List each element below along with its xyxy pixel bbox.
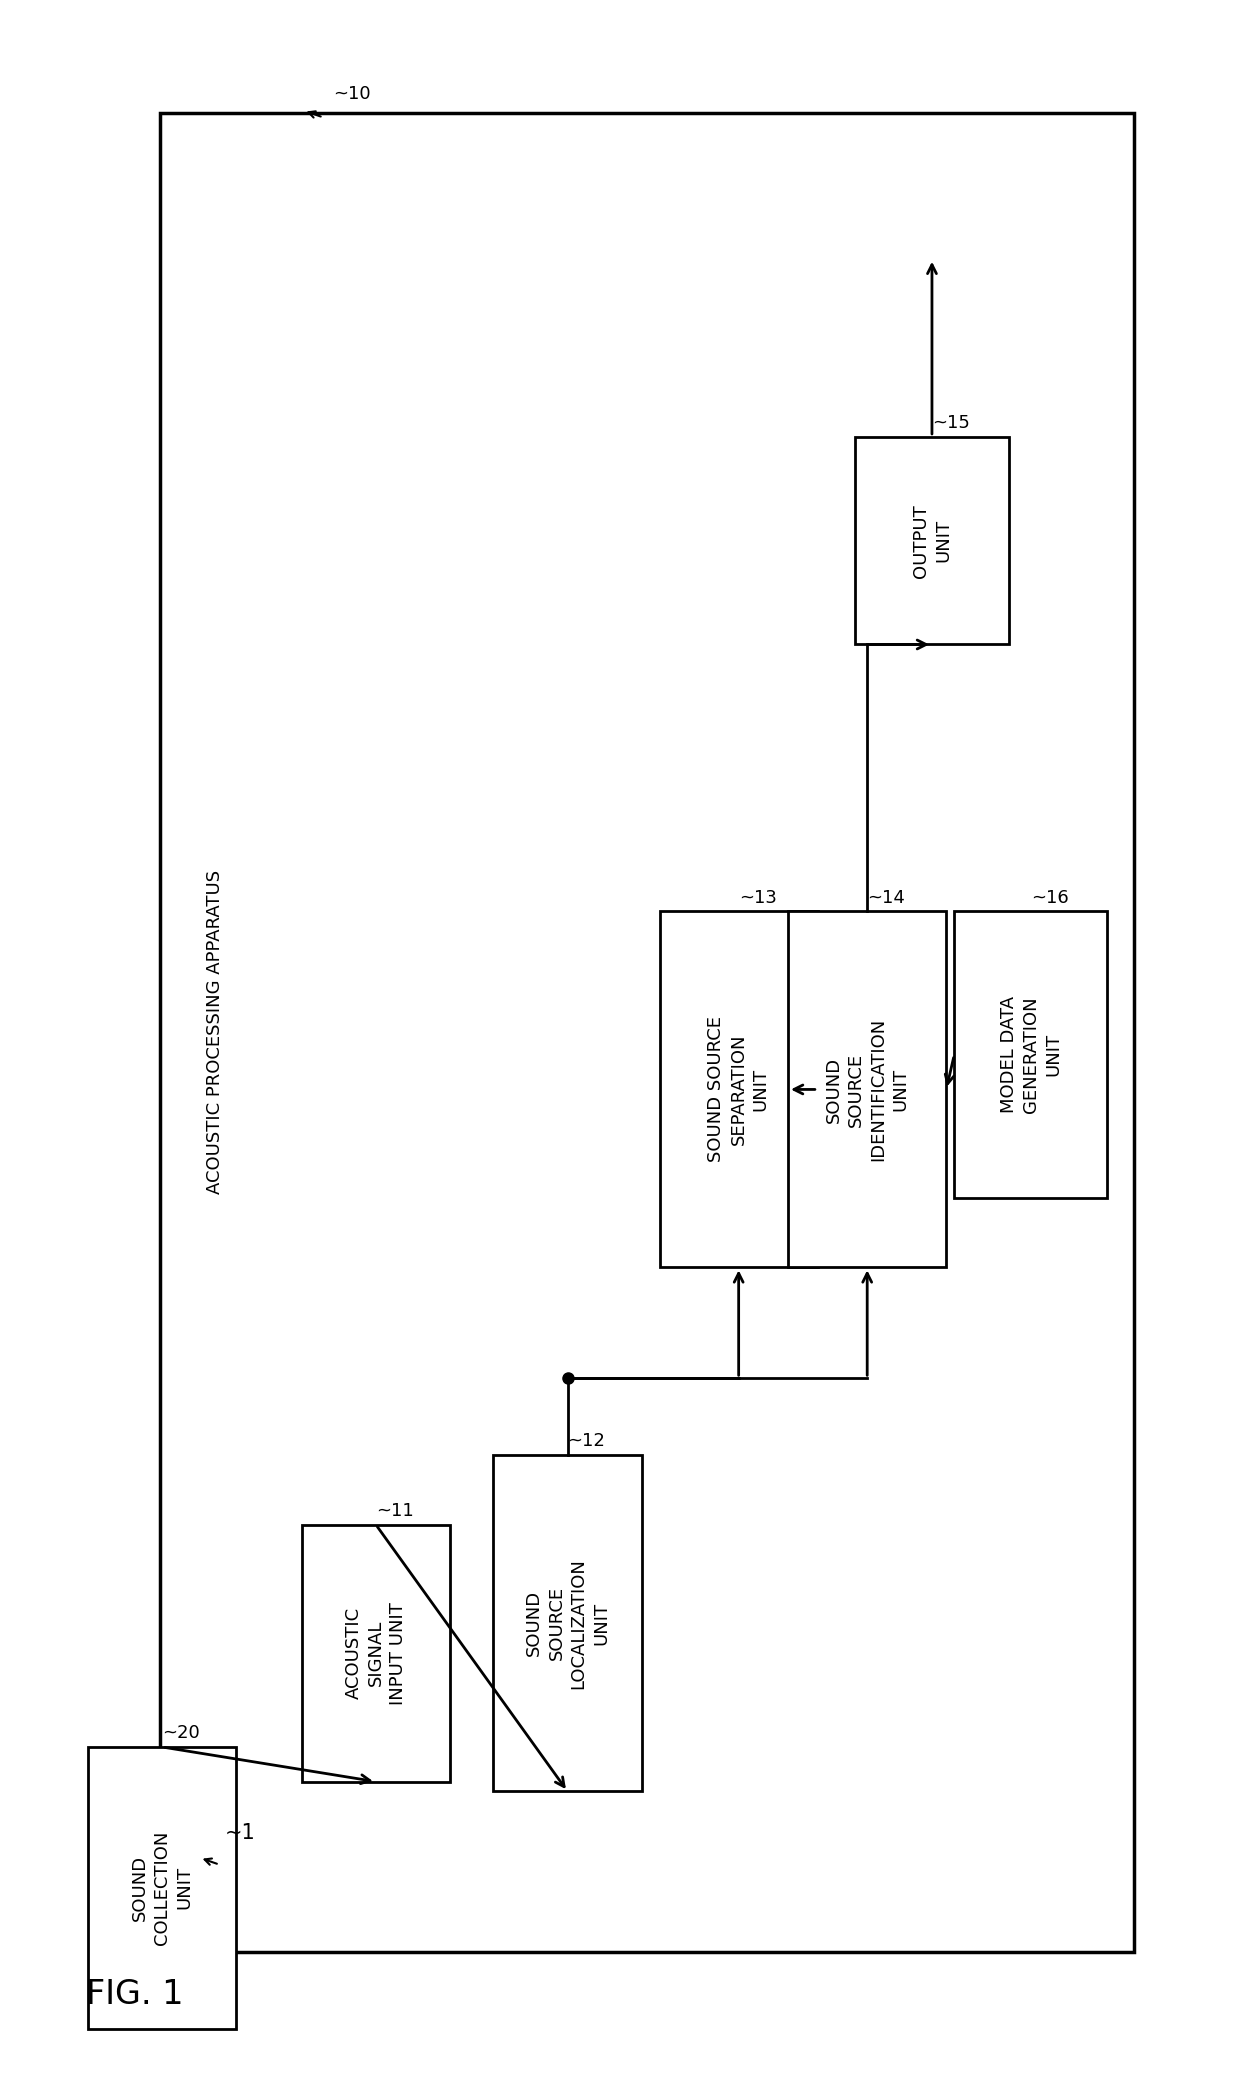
Bar — [494, 1455, 642, 1791]
Bar — [955, 912, 1107, 1199]
Text: OUTPUT
UNIT: OUTPUT UNIT — [911, 504, 952, 577]
Bar — [160, 112, 1135, 1951]
Text: FIG. 1: FIG. 1 — [86, 1978, 184, 2011]
Text: ~11: ~11 — [376, 1501, 413, 1520]
Text: ~20: ~20 — [162, 1724, 200, 1743]
Text: ~10: ~10 — [334, 85, 371, 102]
Text: ~12: ~12 — [568, 1432, 605, 1451]
Text: ACOUSTIC
SIGNAL
INPUT UNIT: ACOUSTIC SIGNAL INPUT UNIT — [345, 1601, 407, 1705]
Text: SOUND
SOURCE
IDENTIFICATION
UNIT: SOUND SOURCE IDENTIFICATION UNIT — [825, 1018, 909, 1162]
Text: SOUND SOURCE
SEPARATION
UNIT: SOUND SOURCE SEPARATION UNIT — [708, 1016, 770, 1162]
Text: MODEL DATA
GENERATION
UNIT: MODEL DATA GENERATION UNIT — [999, 997, 1061, 1114]
Text: ~15: ~15 — [932, 414, 970, 431]
Bar — [660, 912, 817, 1268]
Bar — [856, 437, 1008, 645]
Text: ~16: ~16 — [1030, 889, 1069, 906]
Text: SOUND
COLLECTION
UNIT: SOUND COLLECTION UNIT — [131, 1830, 193, 1945]
Bar — [789, 912, 946, 1268]
Text: ~14: ~14 — [867, 889, 905, 906]
Bar — [88, 1747, 237, 2028]
Bar — [301, 1524, 450, 1782]
Text: SOUND
SOURCE
LOCALIZATION
UNIT: SOUND SOURCE LOCALIZATION UNIT — [526, 1557, 610, 1689]
Text: ~1: ~1 — [224, 1824, 255, 1843]
Text: ACOUSTIC PROCESSING APPARATUS: ACOUSTIC PROCESSING APPARATUS — [206, 870, 223, 1195]
Text: ~13: ~13 — [739, 889, 776, 906]
